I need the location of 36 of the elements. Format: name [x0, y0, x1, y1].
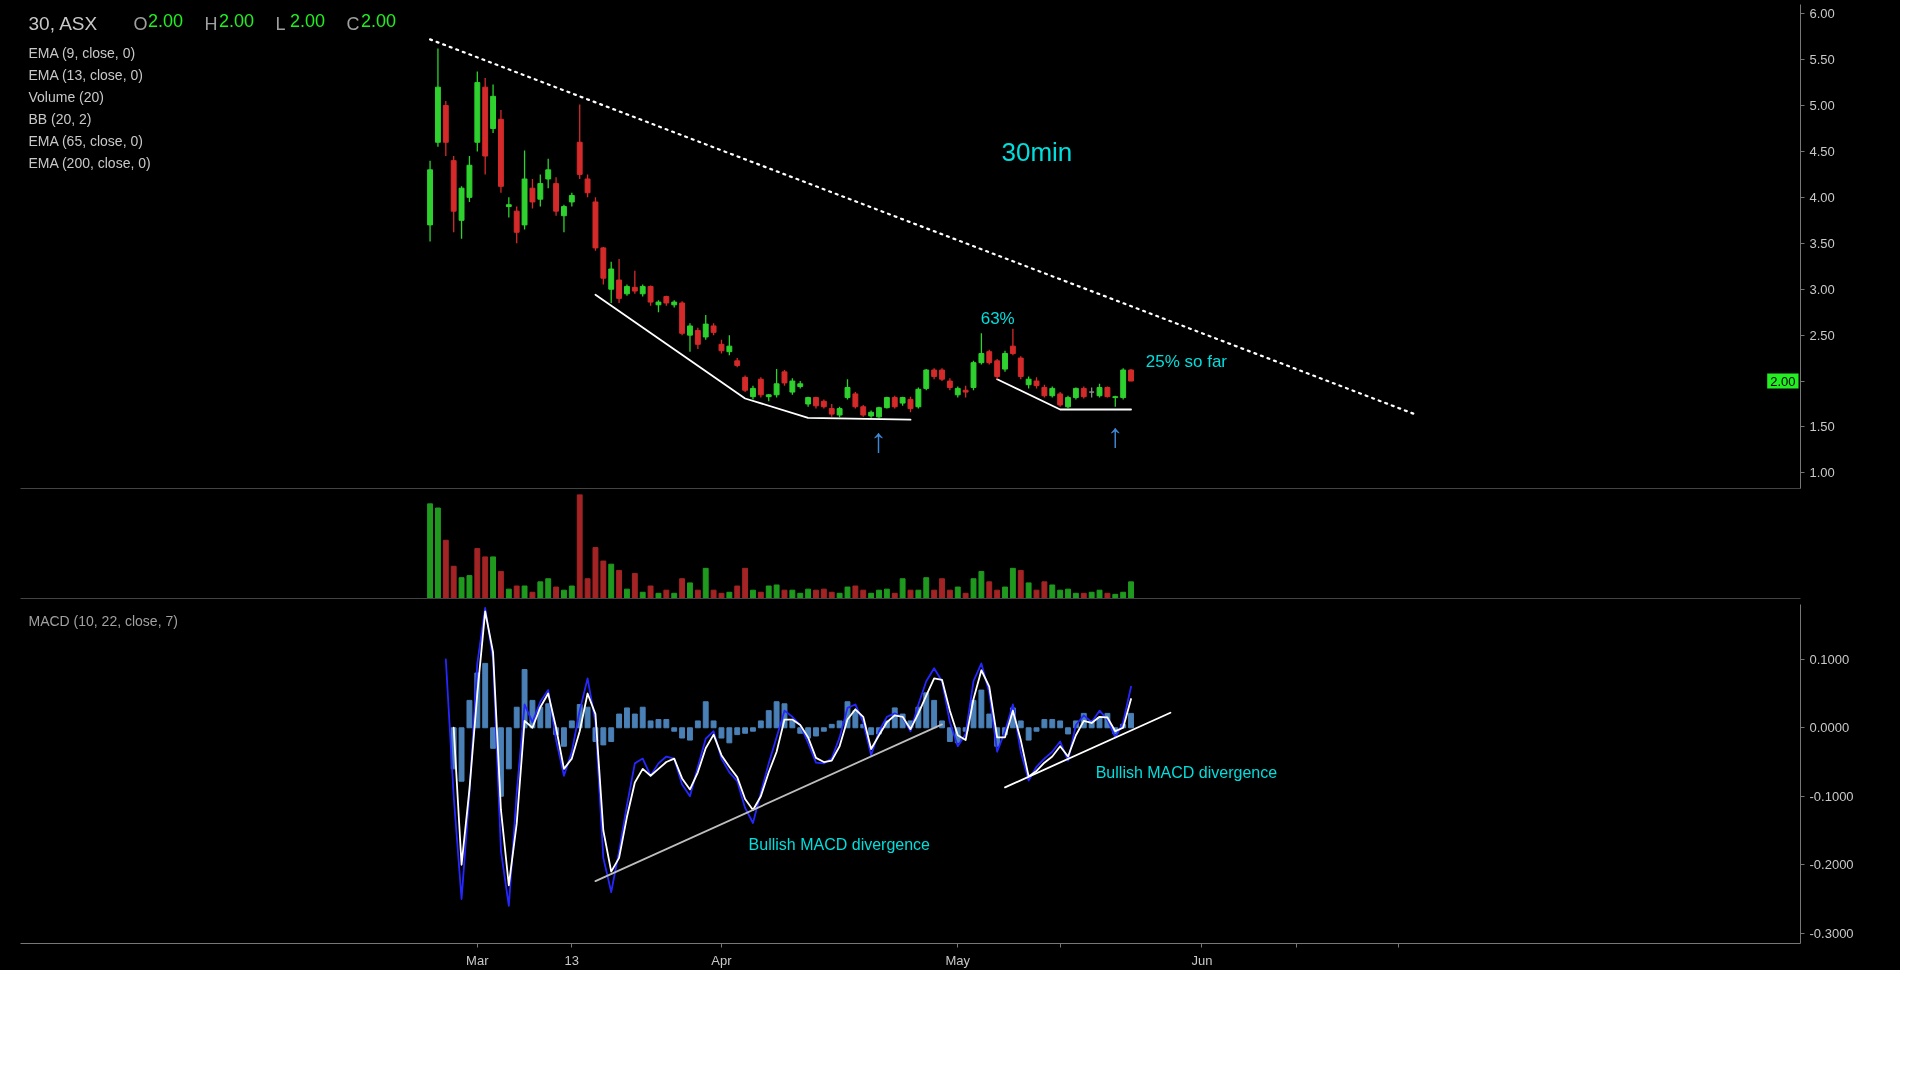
- annotation: 30min: [1001, 136, 1073, 167]
- x-tick-label: May: [945, 952, 971, 968]
- annotation: EMA (13, close, 0): [28, 66, 143, 83]
- chart-title: 30, ASX: [28, 12, 98, 34]
- annotation: Bullish MACD divergence: [1095, 763, 1278, 781]
- y-tick-label: -0.3000: [1809, 925, 1854, 941]
- annotation: EMA (9, close, 0): [28, 44, 136, 61]
- y-tick-label: -0.1000: [1809, 788, 1854, 804]
- annotation: EMA (200, close, 0): [28, 154, 151, 171]
- annotation: BB (20, 2): [28, 110, 92, 127]
- y-tick-label: -0.2000: [1809, 857, 1854, 873]
- annotation: EMA (65, close, 0): [28, 132, 143, 149]
- annotation: ↑: [869, 421, 887, 460]
- y-tick-label: 1.00: [1809, 465, 1835, 481]
- text: MACD (10, 22, close, 7): [28, 612, 178, 629]
- annotation: 2.00: [1770, 373, 1796, 389]
- annotation: 25% so far: [1145, 352, 1228, 372]
- y-tick-label: 5.50: [1809, 52, 1835, 68]
- y-tick-label: 2.50: [1809, 327, 1835, 343]
- annotation: Bullish MACD divergence: [748, 836, 931, 854]
- x-tick-label: Jun: [1191, 952, 1213, 968]
- y-tick-label: 1.50: [1809, 419, 1835, 435]
- y-tick-label: 6.00: [1809, 6, 1835, 22]
- y-tick-label: 5.00: [1809, 98, 1835, 114]
- y-tick-label: 0.0000: [1809, 720, 1850, 736]
- y-tick-label: 3.00: [1809, 281, 1835, 297]
- x-tick-label: 13: [564, 952, 580, 968]
- y-tick-label: 4.50: [1809, 143, 1835, 159]
- y-tick-label: 0.1000: [1809, 651, 1850, 667]
- annotation: Volume (20): [28, 88, 104, 105]
- y-tick-label: 3.50: [1809, 235, 1835, 251]
- y-tick-label: 4.00: [1809, 189, 1835, 205]
- annotation: ↑: [1106, 416, 1124, 455]
- x-tick-label: Apr: [711, 952, 733, 968]
- annotation: 63%: [980, 309, 1015, 329]
- x-tick-label: Mar: [466, 952, 490, 968]
